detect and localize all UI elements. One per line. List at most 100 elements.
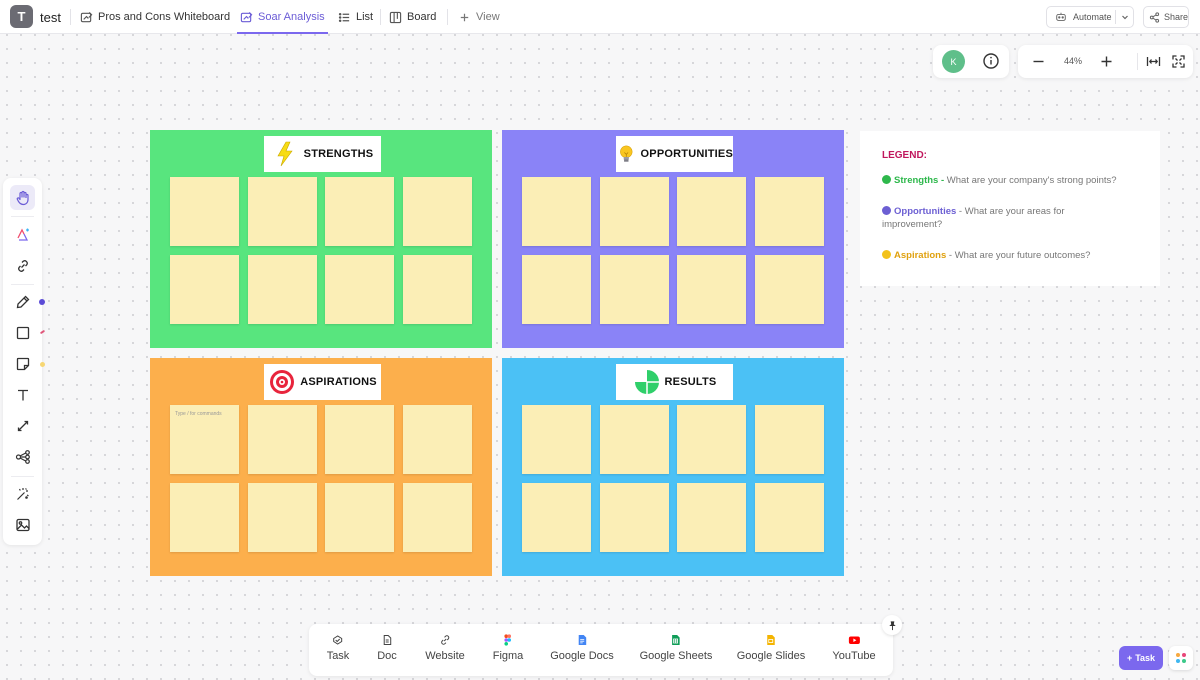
quadrant-title[interactable]: RESULTS [616, 364, 733, 400]
pin-dock-button[interactable] [882, 615, 902, 635]
sticky-note[interactable] [677, 405, 746, 474]
avatar[interactable]: K [942, 50, 965, 73]
sticky-note[interactable] [600, 405, 669, 474]
workspace-name[interactable]: test [40, 10, 61, 25]
dock-item-youtube[interactable]: YouTube [832, 634, 876, 662]
sticky-note[interactable] [403, 255, 472, 324]
automation-icon [1056, 12, 1066, 21]
sticky-note[interactable] [522, 405, 591, 474]
google-docs-icon [578, 635, 586, 645]
magic-tool[interactable] [10, 481, 35, 506]
results-quadrant[interactable]: RESULTS [502, 358, 844, 576]
image-tool[interactable] [10, 512, 35, 537]
chevron-down-icon[interactable] [1120, 12, 1130, 22]
share-button[interactable]: Share [1143, 6, 1189, 28]
hand-tool[interactable] [10, 185, 35, 210]
sticky-note[interactable] [325, 483, 394, 552]
tab-soar-analysis[interactable]: Soar Analysis [237, 0, 328, 34]
fit-width-icon[interactable] [1146, 54, 1161, 69]
tab-pros-and-cons-whiteboard[interactable]: Pros and Cons Whiteboard [80, 0, 230, 34]
dock-item-task[interactable]: Task [327, 634, 349, 662]
shape-tool[interactable] [10, 320, 35, 345]
task-button-label: Task [1135, 653, 1156, 663]
legend-separator: - [946, 250, 955, 261]
dock-item-figma[interactable]: Figma [493, 634, 523, 662]
mind-map-tool[interactable] [10, 444, 35, 469]
ai-tool[interactable] [10, 222, 35, 247]
sticky-note[interactable] [170, 483, 239, 552]
quadrant-title[interactable]: STRENGTHS [264, 136, 381, 172]
sticky-note-tool[interactable] [10, 351, 35, 376]
quadrant-title[interactable]: ASPIRATIONS [264, 364, 381, 400]
sticky-note[interactable] [522, 483, 591, 552]
link-tool[interactable] [10, 253, 35, 278]
text-tool[interactable] [10, 382, 35, 407]
opportunities-quadrant[interactable]: OPPORTUNITIES [502, 130, 844, 348]
sticky-note[interactable] [325, 177, 394, 246]
sticky-note[interactable] [677, 255, 746, 324]
legend-item-text: What are your future outcomes? [954, 250, 1091, 261]
connector-tool[interactable] [10, 413, 35, 438]
google-slides-icon [767, 635, 775, 645]
sticky-note[interactable] [755, 177, 824, 246]
zoom-separator [1137, 53, 1138, 70]
sticky-note[interactable] [600, 177, 669, 246]
sticky-note[interactable] [248, 255, 317, 324]
image-icon [15, 518, 30, 531]
dock-item-google-docs[interactable]: Google Docs [550, 634, 614, 662]
sticky-note[interactable] [755, 483, 824, 552]
tab-board[interactable]: Board [389, 0, 436, 34]
dock-item-google-slides[interactable]: Google Slides [737, 634, 805, 662]
sticky-note[interactable] [403, 483, 472, 552]
sticky-note[interactable] [677, 177, 746, 246]
sticky-note[interactable] [522, 255, 591, 324]
pen-tool[interactable] [10, 289, 35, 314]
quadrant-title[interactable]: OPPORTUNITIES [616, 136, 733, 172]
sticky-note[interactable] [248, 483, 317, 552]
sticky-note[interactable] [677, 483, 746, 552]
legend-dot [882, 175, 891, 184]
workspace-avatar[interactable]: T [10, 5, 33, 28]
dock-item-website[interactable]: Website [425, 634, 465, 662]
fullscreen-icon[interactable] [1171, 54, 1186, 69]
top-bar: T test Pros and Cons Whiteboard Soar Ana… [0, 0, 1200, 34]
sticky-note[interactable] [325, 405, 394, 474]
sticky-note[interactable] [248, 177, 317, 246]
legend-card[interactable]: LEGEND: Strengths - What are your compan… [860, 131, 1160, 286]
shape-color-indicator [39, 329, 46, 335]
sticky-note[interactable] [325, 255, 394, 324]
quadrant-title-text: OPPORTUNITIES [640, 148, 733, 160]
sticky-note[interactable] [522, 177, 591, 246]
legend-item-text: What are your company's strong points? [946, 175, 1117, 186]
zoom-in-icon[interactable] [1099, 54, 1114, 69]
presence-panel: K [933, 45, 1009, 78]
sticky-note[interactable] [170, 177, 239, 246]
target-icon [270, 370, 295, 394]
zoom-out-icon[interactable] [1031, 54, 1046, 69]
list-icon [338, 12, 350, 22]
sticky-note[interactable] [403, 405, 472, 474]
sticky-note[interactable] [403, 177, 472, 246]
dock-item-google-sheets[interactable]: Google Sheets [640, 634, 712, 662]
share-label: Share [1163, 12, 1188, 22]
sticky-note[interactable] [600, 255, 669, 324]
tab-list[interactable]: List [338, 0, 373, 34]
add-view-button[interactable]: View [458, 0, 500, 34]
share-icon [1149, 11, 1160, 23]
automate-button[interactable]: Automate [1046, 6, 1134, 28]
zoom-level[interactable]: 44% [1063, 56, 1082, 66]
toolbar-separator [11, 476, 34, 477]
aspirations-quadrant[interactable]: ASPIRATIONS Type / for commands [150, 358, 492, 576]
dock-item-doc[interactable]: Doc [377, 634, 397, 662]
new-task-button[interactable]: + Task [1119, 646, 1163, 670]
sticky-note[interactable] [248, 405, 317, 474]
sticky-note[interactable] [755, 405, 824, 474]
apps-button[interactable] [1169, 646, 1193, 670]
sticky-note[interactable] [170, 255, 239, 324]
sticky-note[interactable]: Type / for commands [170, 405, 239, 474]
info-icon[interactable] [982, 52, 1000, 70]
sticky-note[interactable] [755, 255, 824, 324]
left-toolbar [3, 178, 42, 545]
sticky-note[interactable] [600, 483, 669, 552]
strengths-quadrant[interactable]: STRENGTHS [150, 130, 492, 348]
